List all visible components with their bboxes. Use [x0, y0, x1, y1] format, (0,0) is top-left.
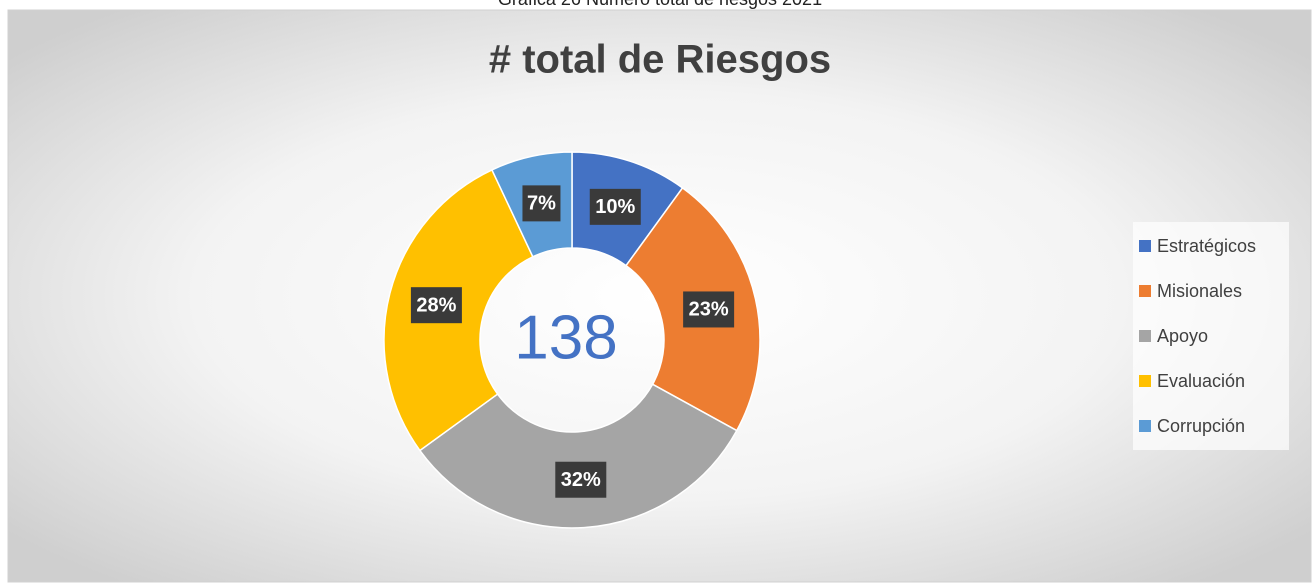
data-label-box — [683, 291, 735, 328]
data-label: 32% — [561, 469, 601, 491]
legend-swatch — [1139, 375, 1151, 387]
data-label: 10% — [595, 196, 635, 218]
legend-label: Misionales — [1157, 281, 1242, 301]
legend-swatch — [1139, 240, 1151, 252]
chart-title: # total de Riesgos — [489, 38, 831, 82]
legend-swatch — [1139, 285, 1151, 297]
data-label: 28% — [416, 294, 456, 316]
donut-slice — [418, 383, 738, 529]
legend-label: Evaluación — [1157, 371, 1245, 391]
legend-label: Apoyo — [1157, 326, 1208, 346]
data-label: 7% — [527, 193, 556, 215]
data-label: 23% — [689, 299, 729, 321]
legend-box — [1133, 222, 1289, 450]
legend-swatch — [1139, 420, 1151, 432]
data-label-box — [589, 188, 641, 225]
data-label-box — [555, 461, 607, 498]
legend-label: Estratégicos — [1157, 236, 1256, 256]
legend-label: Corrupción — [1157, 416, 1245, 436]
center-label: 138 — [514, 303, 617, 372]
data-label-box — [522, 185, 561, 222]
data-label-box — [410, 287, 462, 324]
caption: Gráfica 26 Número total de riesgos 2021 — [498, 0, 822, 9]
legend-swatch — [1139, 330, 1151, 342]
